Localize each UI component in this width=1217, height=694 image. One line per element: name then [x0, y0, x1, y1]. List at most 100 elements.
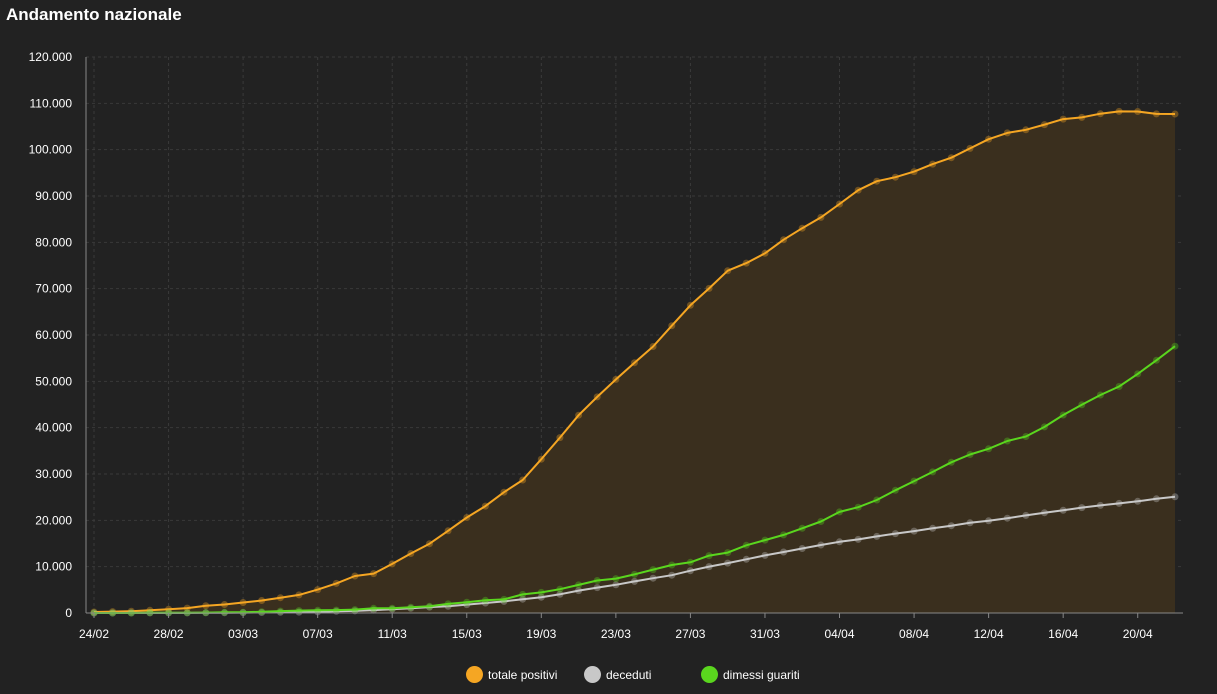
data-point-deceduti[interactable]: [798, 545, 806, 552]
data-point-dimessi-guariti[interactable]: [519, 590, 527, 598]
data-point-dimessi-guariti[interactable]: [556, 585, 564, 593]
data-point-totale-positivi[interactable]: [295, 591, 303, 599]
data-point-dimessi-guariti[interactable]: [668, 561, 676, 569]
data-point-totale-positivi[interactable]: [780, 236, 788, 244]
data-point-totale-positivi[interactable]: [556, 434, 564, 442]
data-point-deceduti[interactable]: [780, 548, 788, 556]
data-point-deceduti[interactable]: [556, 590, 564, 598]
data-point-dimessi-guariti[interactable]: [1134, 370, 1142, 378]
data-point-dimessi-guariti[interactable]: [276, 607, 284, 615]
data-point-totale-positivi[interactable]: [370, 570, 378, 578]
data-point-dimessi-guariti[interactable]: [761, 536, 769, 544]
data-point-totale-positivi[interactable]: [817, 213, 825, 221]
data-point-totale-positivi[interactable]: [612, 375, 620, 383]
data-point-totale-positivi[interactable]: [929, 160, 937, 168]
data-point-deceduti[interactable]: [593, 584, 601, 592]
data-point-deceduti[interactable]: [1152, 495, 1160, 503]
data-point-totale-positivi[interactable]: [836, 200, 843, 208]
data-point-totale-positivi[interactable]: [519, 476, 527, 484]
data-point-totale-positivi[interactable]: [1041, 121, 1048, 129]
data-point-dimessi-guariti[interactable]: [724, 549, 732, 557]
data-point-deceduti[interactable]: [891, 530, 899, 538]
data-point-totale-positivi[interactable]: [1115, 107, 1123, 115]
data-point-totale-positivi[interactable]: [1003, 129, 1011, 137]
data-point-totale-positivi[interactable]: [332, 579, 340, 587]
data-point-dimessi-guariti[interactable]: [463, 598, 471, 606]
data-point-totale-positivi[interactable]: [1096, 110, 1104, 118]
data-point-dimessi-guariti[interactable]: [1059, 411, 1067, 419]
data-point-dimessi-guariti[interactable]: [388, 604, 396, 612]
data-point-dimessi-guariti[interactable]: [873, 496, 881, 504]
data-point-dimessi-guariti[interactable]: [370, 604, 378, 612]
data-point-deceduti[interactable]: [519, 595, 527, 603]
data-point-deceduti[interactable]: [836, 538, 843, 546]
data-point-totale-positivi[interactable]: [649, 343, 657, 350]
data-point-dimessi-guariti[interactable]: [705, 552, 713, 560]
data-point-totale-positivi[interactable]: [724, 267, 732, 275]
data-point-totale-positivi[interactable]: [947, 154, 955, 162]
data-point-dimessi-guariti[interactable]: [258, 608, 266, 616]
data-point-dimessi-guariti[interactable]: [854, 503, 862, 511]
data-point-deceduti[interactable]: [985, 517, 993, 525]
legend-item-dimessi-guariti[interactable]: dimessi guariti: [701, 666, 800, 683]
data-point-deceduti[interactable]: [966, 519, 974, 527]
data-point-dimessi-guariti[interactable]: [1115, 383, 1123, 390]
data-point-dimessi-guariti[interactable]: [481, 596, 489, 604]
data-point-dimessi-guariti[interactable]: [1152, 356, 1160, 364]
data-point-dimessi-guariti[interactable]: [836, 508, 843, 516]
data-point-totale-positivi[interactable]: [426, 540, 433, 548]
data-point-deceduti[interactable]: [1022, 511, 1030, 519]
data-point-deceduti[interactable]: [649, 574, 657, 582]
data-point-dimessi-guariti[interactable]: [798, 524, 806, 532]
data-point-dimessi-guariti[interactable]: [221, 608, 228, 616]
data-point-totale-positivi[interactable]: [202, 602, 210, 610]
data-point-dimessi-guariti[interactable]: [1078, 401, 1086, 409]
data-point-dimessi-guariti[interactable]: [314, 606, 322, 614]
data-point-dimessi-guariti[interactable]: [631, 570, 638, 578]
data-point-totale-positivi[interactable]: [575, 411, 583, 419]
data-point-dimessi-guariti[interactable]: [891, 486, 899, 494]
data-point-dimessi-guariti[interactable]: [910, 477, 918, 485]
data-point-dimessi-guariti[interactable]: [780, 531, 788, 539]
data-point-deceduti[interactable]: [1134, 497, 1142, 505]
data-point-totale-positivi[interactable]: [183, 604, 191, 612]
data-point-totale-positivi[interactable]: [537, 455, 545, 463]
data-point-deceduti[interactable]: [724, 559, 732, 567]
data-point-totale-positivi[interactable]: [761, 249, 769, 257]
data-point-dimessi-guariti[interactable]: [1022, 433, 1030, 440]
data-point-totale-positivi[interactable]: [1171, 110, 1179, 118]
data-point-totale-positivi[interactable]: [165, 605, 173, 613]
data-point-deceduti[interactable]: [854, 535, 862, 543]
data-point-deceduti[interactable]: [537, 593, 545, 601]
data-point-totale-positivi[interactable]: [686, 301, 694, 309]
data-point-deceduti[interactable]: [705, 563, 713, 571]
data-point-totale-positivi[interactable]: [463, 514, 471, 521]
data-point-deceduti[interactable]: [668, 571, 676, 579]
data-point-dimessi-guariti[interactable]: [612, 575, 620, 583]
data-point-deceduti[interactable]: [761, 551, 769, 559]
data-point-deceduti[interactable]: [947, 522, 955, 530]
data-point-dimessi-guariti[interactable]: [537, 588, 545, 596]
data-point-totale-positivi[interactable]: [593, 393, 601, 401]
data-point-totale-positivi[interactable]: [910, 168, 918, 176]
data-point-dimessi-guariti[interactable]: [1041, 423, 1048, 431]
data-point-deceduti[interactable]: [631, 577, 638, 585]
legend-item-deceduti[interactable]: deceduti: [584, 666, 651, 683]
data-point-totale-positivi[interactable]: [854, 186, 862, 194]
data-point-totale-positivi[interactable]: [985, 135, 993, 143]
data-point-totale-positivi[interactable]: [276, 594, 284, 602]
data-point-totale-positivi[interactable]: [481, 502, 489, 510]
data-point-totale-positivi[interactable]: [966, 144, 974, 152]
data-point-dimessi-guariti[interactable]: [295, 607, 303, 615]
data-point-totale-positivi[interactable]: [221, 601, 228, 608]
data-point-totale-positivi[interactable]: [891, 173, 899, 181]
data-point-dimessi-guariti[interactable]: [593, 577, 601, 584]
data-point-totale-positivi[interactable]: [1078, 113, 1086, 121]
data-point-dimessi-guariti[interactable]: [1171, 342, 1179, 350]
data-point-totale-positivi[interactable]: [1022, 126, 1030, 134]
data-point-deceduti[interactable]: [817, 541, 825, 549]
data-point-totale-positivi[interactable]: [444, 527, 452, 535]
data-point-totale-positivi[interactable]: [668, 322, 676, 330]
data-point-dimessi-guariti[interactable]: [966, 451, 974, 458]
data-point-deceduti[interactable]: [910, 527, 918, 535]
